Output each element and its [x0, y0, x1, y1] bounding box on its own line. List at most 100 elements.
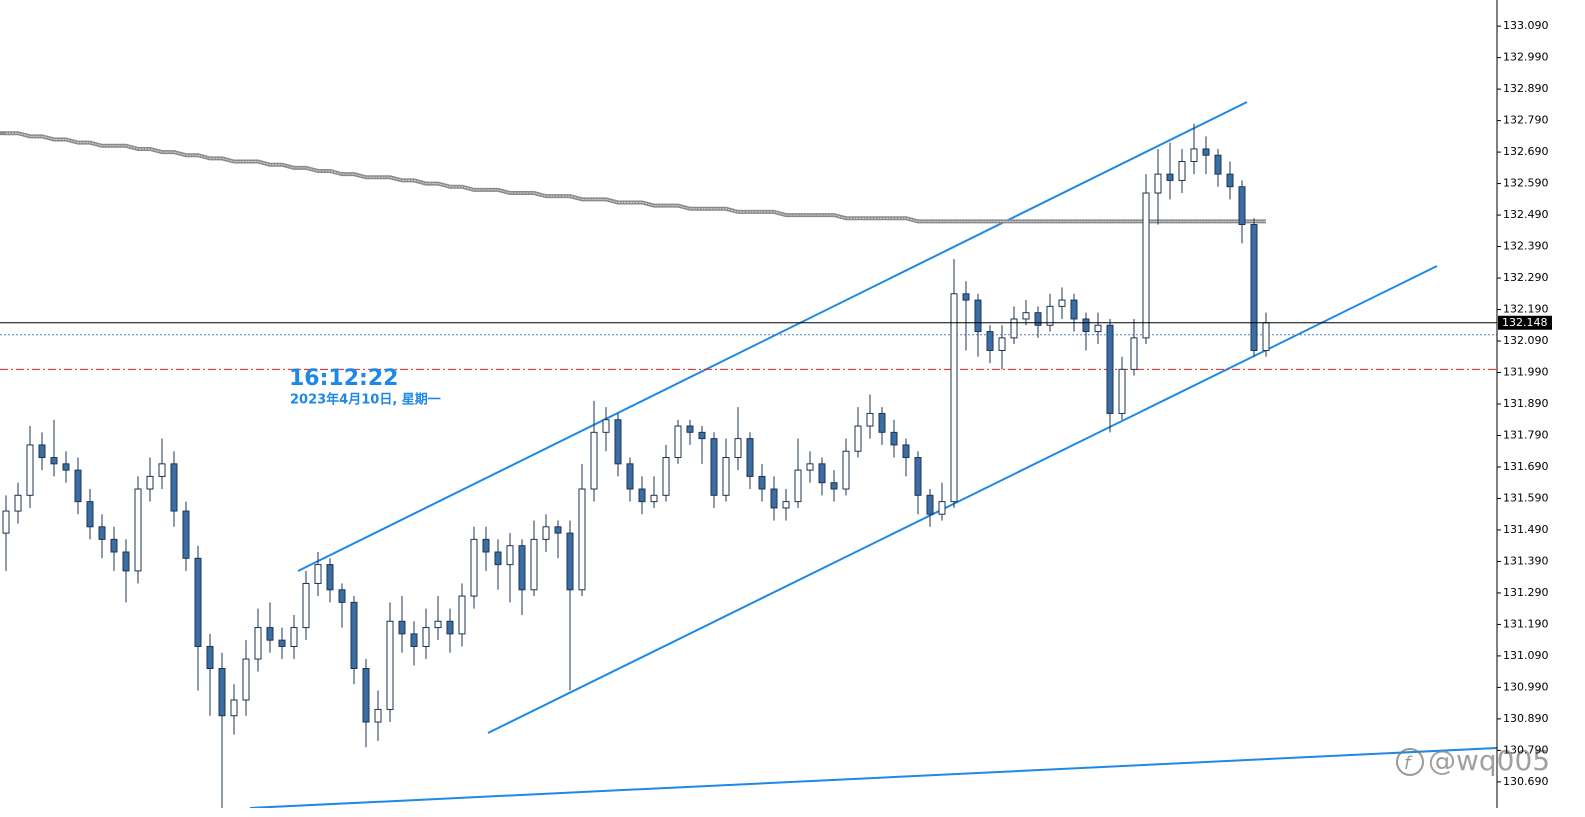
candle-body: [458, 595, 466, 635]
candle-body: [182, 510, 190, 559]
candle-body: [326, 564, 334, 591]
y-tick-label: 132.990: [1503, 51, 1549, 64]
y-tick-label: 132.290: [1503, 271, 1549, 284]
candle-body: [1238, 186, 1246, 226]
candle-body: [1082, 318, 1090, 333]
candle-body: [374, 708, 382, 723]
candle-body: [578, 488, 586, 591]
candle-body: [362, 668, 370, 723]
candle-body: [230, 699, 238, 717]
candle-body: [650, 494, 658, 503]
y-tick-label: 131.890: [1503, 397, 1549, 410]
y-tick-label: 130.890: [1503, 712, 1549, 725]
candle-body: [122, 551, 130, 572]
candle-body: [866, 412, 874, 427]
candle-body: [2, 510, 10, 534]
candle-body: [566, 532, 574, 591]
y-tick-label: 132.790: [1503, 114, 1549, 127]
y-tick-label: 130.990: [1503, 680, 1549, 693]
candle-body: [1202, 148, 1210, 156]
candle-body: [1154, 173, 1162, 194]
candle-body: [38, 444, 46, 459]
candle-body: [1178, 161, 1186, 181]
candle-body: [602, 419, 610, 433]
candle-body: [1214, 154, 1222, 175]
candle-body: [506, 545, 514, 566]
candle-body: [206, 645, 214, 670]
candle-body: [314, 564, 322, 584]
candle-body: [710, 438, 718, 496]
candle-body: [674, 425, 682, 459]
candle-body: [242, 658, 250, 701]
candle-body: [986, 331, 994, 351]
candle-body: [1166, 173, 1174, 181]
candle-body: [1010, 318, 1018, 339]
candle-body: [722, 457, 730, 496]
candle-body: [698, 431, 706, 440]
y-tick-label: 131.390: [1503, 554, 1549, 567]
candle-body: [590, 431, 598, 490]
y-tick-label: 132.590: [1503, 177, 1549, 190]
candle-body: [818, 463, 826, 484]
candle-body: [662, 457, 670, 496]
candle-body: [1142, 192, 1150, 339]
candle-body: [926, 494, 934, 515]
candle-body: [542, 526, 550, 540]
candle-body: [266, 627, 274, 641]
candle-body: [806, 463, 814, 471]
candle-body: [218, 668, 226, 717]
y-tick-label: 133.090: [1503, 19, 1549, 32]
bid-label-box: [1498, 315, 1552, 330]
candle-body: [842, 450, 850, 490]
candle-body: [770, 488, 778, 509]
y-tick-label: 131.290: [1503, 586, 1549, 599]
y-tick-label: 132.190: [1503, 303, 1549, 316]
candle-body: [98, 526, 106, 540]
candle-body: [26, 444, 34, 496]
candle-body: [338, 589, 346, 603]
moving-average: [6, 132, 1266, 222]
candle-body: [1250, 224, 1258, 351]
candle-body: [278, 639, 286, 647]
candle-body: [470, 538, 478, 597]
candle-body: [1226, 173, 1234, 188]
candle-body: [290, 627, 298, 647]
candle-body: [50, 457, 58, 465]
candle-body: [350, 601, 358, 670]
candle-body: [62, 463, 70, 471]
candle-body: [1262, 322, 1270, 351]
candle-body: [446, 620, 454, 635]
candle-body: [1130, 337, 1138, 370]
candle-body: [398, 620, 406, 635]
candle-body: [890, 431, 898, 446]
candle-body: [962, 293, 970, 301]
candle-body: [626, 463, 634, 490]
candle-body: [974, 299, 982, 333]
candle-body: [86, 501, 94, 528]
candle-body: [74, 469, 82, 503]
candle-body: [1094, 324, 1102, 333]
candle-body: [410, 633, 418, 647]
candle-body: [878, 412, 886, 433]
candle-body: [686, 425, 694, 433]
watermark-icon: f: [1396, 748, 1424, 776]
plot-area: [0, 101, 1497, 808]
watermark: @wq005: [1428, 744, 1550, 777]
candle-body: [254, 627, 262, 660]
date-label: 2023年4月10日, 星期一: [290, 392, 441, 408]
trend-line: [249, 747, 1497, 808]
candle-body: [530, 538, 538, 591]
candle-body: [614, 419, 622, 465]
y-tick-label: 130.690: [1503, 775, 1549, 788]
y-tick-label: 132.690: [1503, 145, 1549, 158]
candle-body: [782, 501, 790, 509]
candle-body: [1046, 305, 1054, 326]
candle-body: [194, 557, 202, 647]
candle-body: [1118, 368, 1126, 414]
candle-body: [758, 475, 766, 490]
candle-body: [1070, 299, 1078, 320]
candle-body: [170, 463, 178, 512]
candle-body: [950, 293, 958, 503]
